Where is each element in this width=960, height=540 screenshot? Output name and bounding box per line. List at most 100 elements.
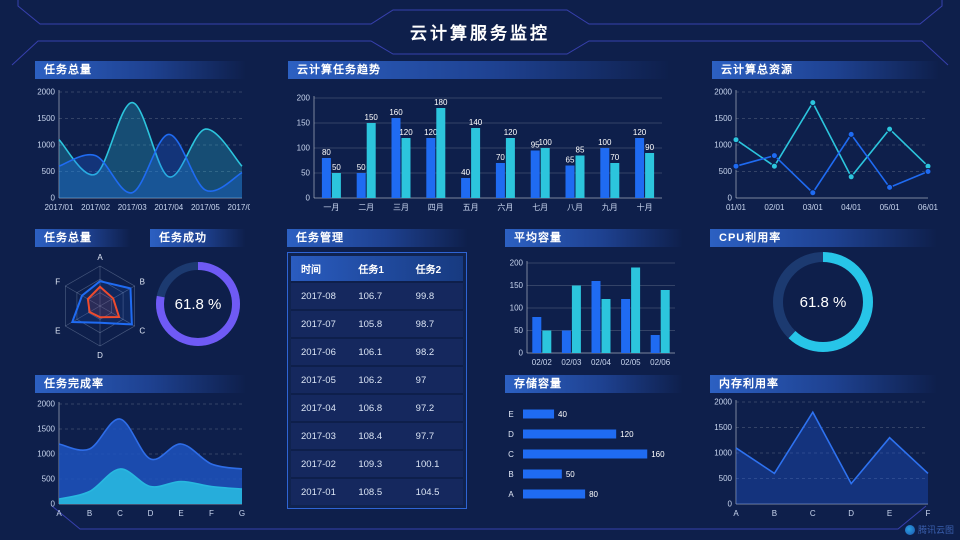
panel-title-text: 云计算总资源 xyxy=(721,64,793,76)
panel-title-storage: 存储容量 xyxy=(505,375,682,393)
svg-text:150: 150 xyxy=(365,113,379,122)
svg-text:2000: 2000 xyxy=(37,400,55,409)
table-cell: 98.7 xyxy=(415,318,435,330)
svg-text:2017/03: 2017/03 xyxy=(118,203,147,212)
svg-text:1000: 1000 xyxy=(714,141,732,150)
table-row: 2017-08 106.7 99.8 xyxy=(291,281,463,309)
table-header-cell: 任务1 xyxy=(358,265,384,276)
svg-text:C: C xyxy=(508,450,514,459)
svg-text:E: E xyxy=(508,410,513,419)
svg-text:B: B xyxy=(87,509,92,518)
panel-title-total-resources: 云计算总资源 xyxy=(712,61,938,79)
svg-text:04/01: 04/01 xyxy=(841,203,862,212)
svg-text:80: 80 xyxy=(322,148,331,157)
svg-text:B: B xyxy=(772,509,777,518)
svg-text:90: 90 xyxy=(645,143,654,152)
svg-text:150: 150 xyxy=(510,281,524,290)
data-table: 时间 任务1 任务2 2017-08 106.7 99.8 2017-07 105.8 98.7… xyxy=(291,256,463,505)
table-row: 2017-02 109.3 100.1 xyxy=(291,449,463,477)
svg-text:B: B xyxy=(140,278,145,287)
svg-text:02/06: 02/06 xyxy=(650,358,671,367)
completion-area-chart: 0 500 1000 1500 2000 A B C D E F G xyxy=(33,394,250,520)
svg-text:2017/02: 2017/02 xyxy=(81,203,110,212)
svg-text:120: 120 xyxy=(620,430,634,439)
svg-text:E: E xyxy=(887,509,892,518)
panel-title-text: 平均容量 xyxy=(514,232,562,244)
svg-text:D: D xyxy=(97,351,103,360)
panel-title-text: 云计算任务趋势 xyxy=(297,64,381,76)
svg-text:50: 50 xyxy=(332,163,341,172)
table-cell: 106.1 xyxy=(358,346,383,358)
svg-text:100: 100 xyxy=(510,304,524,313)
svg-text:十月: 十月 xyxy=(637,202,653,212)
panel-title-text: CPU利用率 xyxy=(719,232,782,244)
svg-text:61.8 %: 61.8 % xyxy=(175,296,222,313)
svg-text:02/02: 02/02 xyxy=(532,358,553,367)
panel-title-task-trend: 云计算任务趋势 xyxy=(288,61,668,79)
memory-line-chart: 0 500 1000 1500 2000 A B C D E F xyxy=(710,394,938,520)
svg-text:A: A xyxy=(56,509,62,518)
svg-text:F: F xyxy=(926,509,931,518)
svg-text:F: F xyxy=(55,278,60,287)
svg-text:140: 140 xyxy=(469,118,483,127)
svg-text:2000: 2000 xyxy=(37,88,55,97)
svg-text:2000: 2000 xyxy=(714,88,732,97)
svg-text:D: D xyxy=(848,509,854,518)
table-cell: 106.2 xyxy=(358,374,383,386)
svg-text:180: 180 xyxy=(434,98,448,107)
panel-title-text: 任务总量 xyxy=(44,232,92,244)
svg-text:02/03: 02/03 xyxy=(561,358,582,367)
table-cell: 2017-01 xyxy=(301,486,336,498)
svg-text:二月: 二月 xyxy=(358,203,374,212)
table-cell: 97 xyxy=(415,374,427,386)
svg-text:七月: 七月 xyxy=(532,203,548,212)
svg-text:500: 500 xyxy=(42,167,56,176)
table-row: 2017-03 108.4 97.7 xyxy=(291,421,463,449)
svg-text:1500: 1500 xyxy=(714,114,732,123)
svg-text:1000: 1000 xyxy=(37,450,55,459)
svg-text:02/04: 02/04 xyxy=(591,358,612,367)
total-resources-line-chart: 0 500 1000 1500 2000 01/01 02/01 03/01 04/01 05/0… xyxy=(710,84,938,214)
svg-text:200: 200 xyxy=(510,259,524,268)
svg-text:0: 0 xyxy=(728,194,733,203)
table-row: 2017-04 106.8 97.2 xyxy=(291,393,463,421)
task-success-donut: 61.8 % xyxy=(150,250,246,366)
tencent-cloud-logo-icon xyxy=(904,524,915,535)
svg-text:50: 50 xyxy=(301,169,310,178)
table-header-row: 时间 任务1 任务2 xyxy=(291,256,463,281)
svg-text:D: D xyxy=(148,509,154,518)
task-radar-chart: A B C D E F xyxy=(35,250,165,366)
svg-text:1500: 1500 xyxy=(714,423,732,432)
svg-text:02/05: 02/05 xyxy=(621,358,642,367)
svg-text:120: 120 xyxy=(424,128,438,137)
svg-text:E: E xyxy=(55,326,60,335)
svg-text:50: 50 xyxy=(566,470,575,479)
table-row: 2017-01 108.5 104.5 xyxy=(291,477,463,505)
svg-text:五月: 五月 xyxy=(463,203,479,212)
svg-text:100: 100 xyxy=(297,144,311,153)
svg-text:G: G xyxy=(239,509,245,518)
svg-text:2017/06: 2017/06 xyxy=(228,203,250,212)
table-cell: 105.8 xyxy=(358,318,383,330)
table-cell: 109.3 xyxy=(358,458,383,470)
table-cell: 97.7 xyxy=(415,430,435,442)
svg-text:2017/05: 2017/05 xyxy=(191,203,220,212)
svg-text:0: 0 xyxy=(51,194,56,203)
svg-text:500: 500 xyxy=(42,475,56,484)
svg-text:0: 0 xyxy=(728,500,733,509)
svg-text:四月: 四月 xyxy=(428,203,444,212)
panel-title-text: 任务完成率 xyxy=(44,378,104,390)
svg-text:2017/04: 2017/04 xyxy=(154,203,183,212)
svg-text:120: 120 xyxy=(633,128,647,137)
svg-text:一月: 一月 xyxy=(323,203,339,212)
svg-text:500: 500 xyxy=(719,474,733,483)
svg-text:C: C xyxy=(117,509,123,518)
table-cell: 106.8 xyxy=(358,402,383,414)
svg-text:六月: 六月 xyxy=(497,202,513,212)
table-header-cell: 任务2 xyxy=(415,265,442,276)
svg-text:70: 70 xyxy=(496,153,505,162)
table-row: 2017-07 105.8 98.7 xyxy=(291,309,463,337)
panel-title-task-success: 任务成功 xyxy=(150,229,245,247)
svg-text:50: 50 xyxy=(357,163,366,172)
